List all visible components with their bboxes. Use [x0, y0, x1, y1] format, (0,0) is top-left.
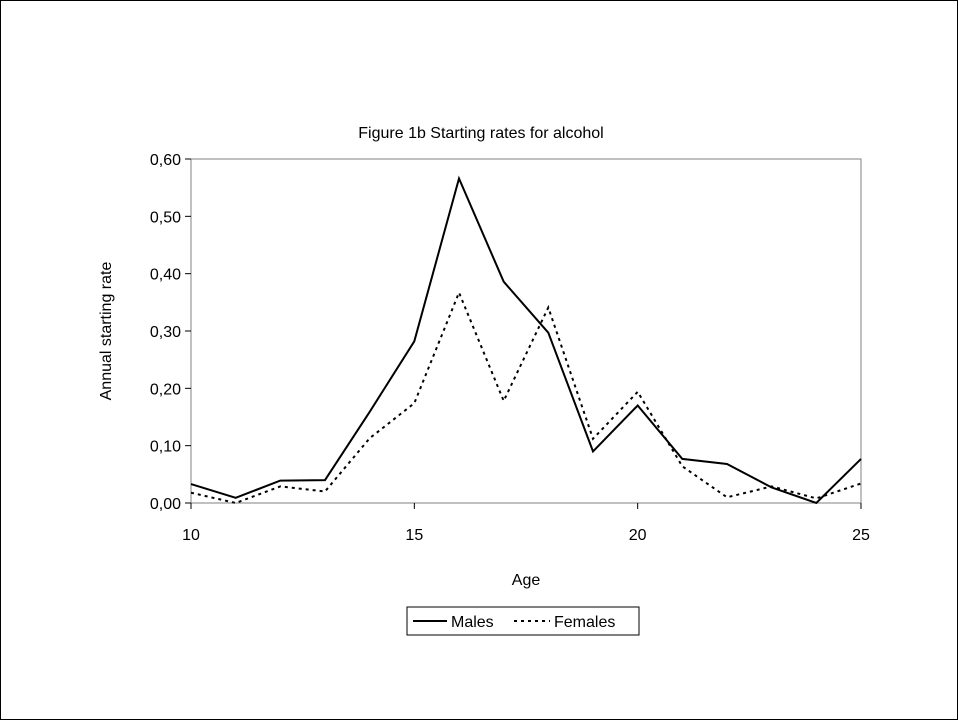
y-axis: 0,00 0,10 0,20 0,30 0,40 0,50 0,60 — [150, 152, 191, 513]
plot-area — [190, 158, 862, 504]
y-tick-label: 0,00 — [150, 496, 181, 513]
y-tick-label: 0,50 — [150, 209, 181, 226]
x-axis: 10 15 20 25 — [182, 503, 870, 544]
legend-label-females: Females — [554, 614, 615, 631]
x-tick-label: 25 — [852, 527, 870, 544]
y-axis-label: Annual starting rate — [98, 262, 115, 401]
y-tick-label: 0,30 — [150, 324, 181, 341]
series-line-males — [190, 175, 862, 505]
series-line-females — [190, 289, 862, 505]
legend-label-males: Males — [451, 614, 494, 631]
y-tick-label: 0,10 — [150, 439, 181, 456]
legend: Males Females — [406, 606, 640, 636]
y-tick-label: 0,60 — [150, 152, 181, 169]
x-tick-label: 10 — [182, 527, 200, 544]
y-tick-label: 0,40 — [150, 267, 181, 284]
x-tick-label: 20 — [629, 527, 647, 544]
x-tick-label: 15 — [405, 527, 423, 544]
y-tick-label: 0,20 — [150, 381, 181, 398]
series-layer — [190, 175, 862, 505]
x-axis-label: Age — [512, 572, 541, 589]
chart-title: Figure 1b Starting rates for alcohol — [358, 125, 603, 142]
